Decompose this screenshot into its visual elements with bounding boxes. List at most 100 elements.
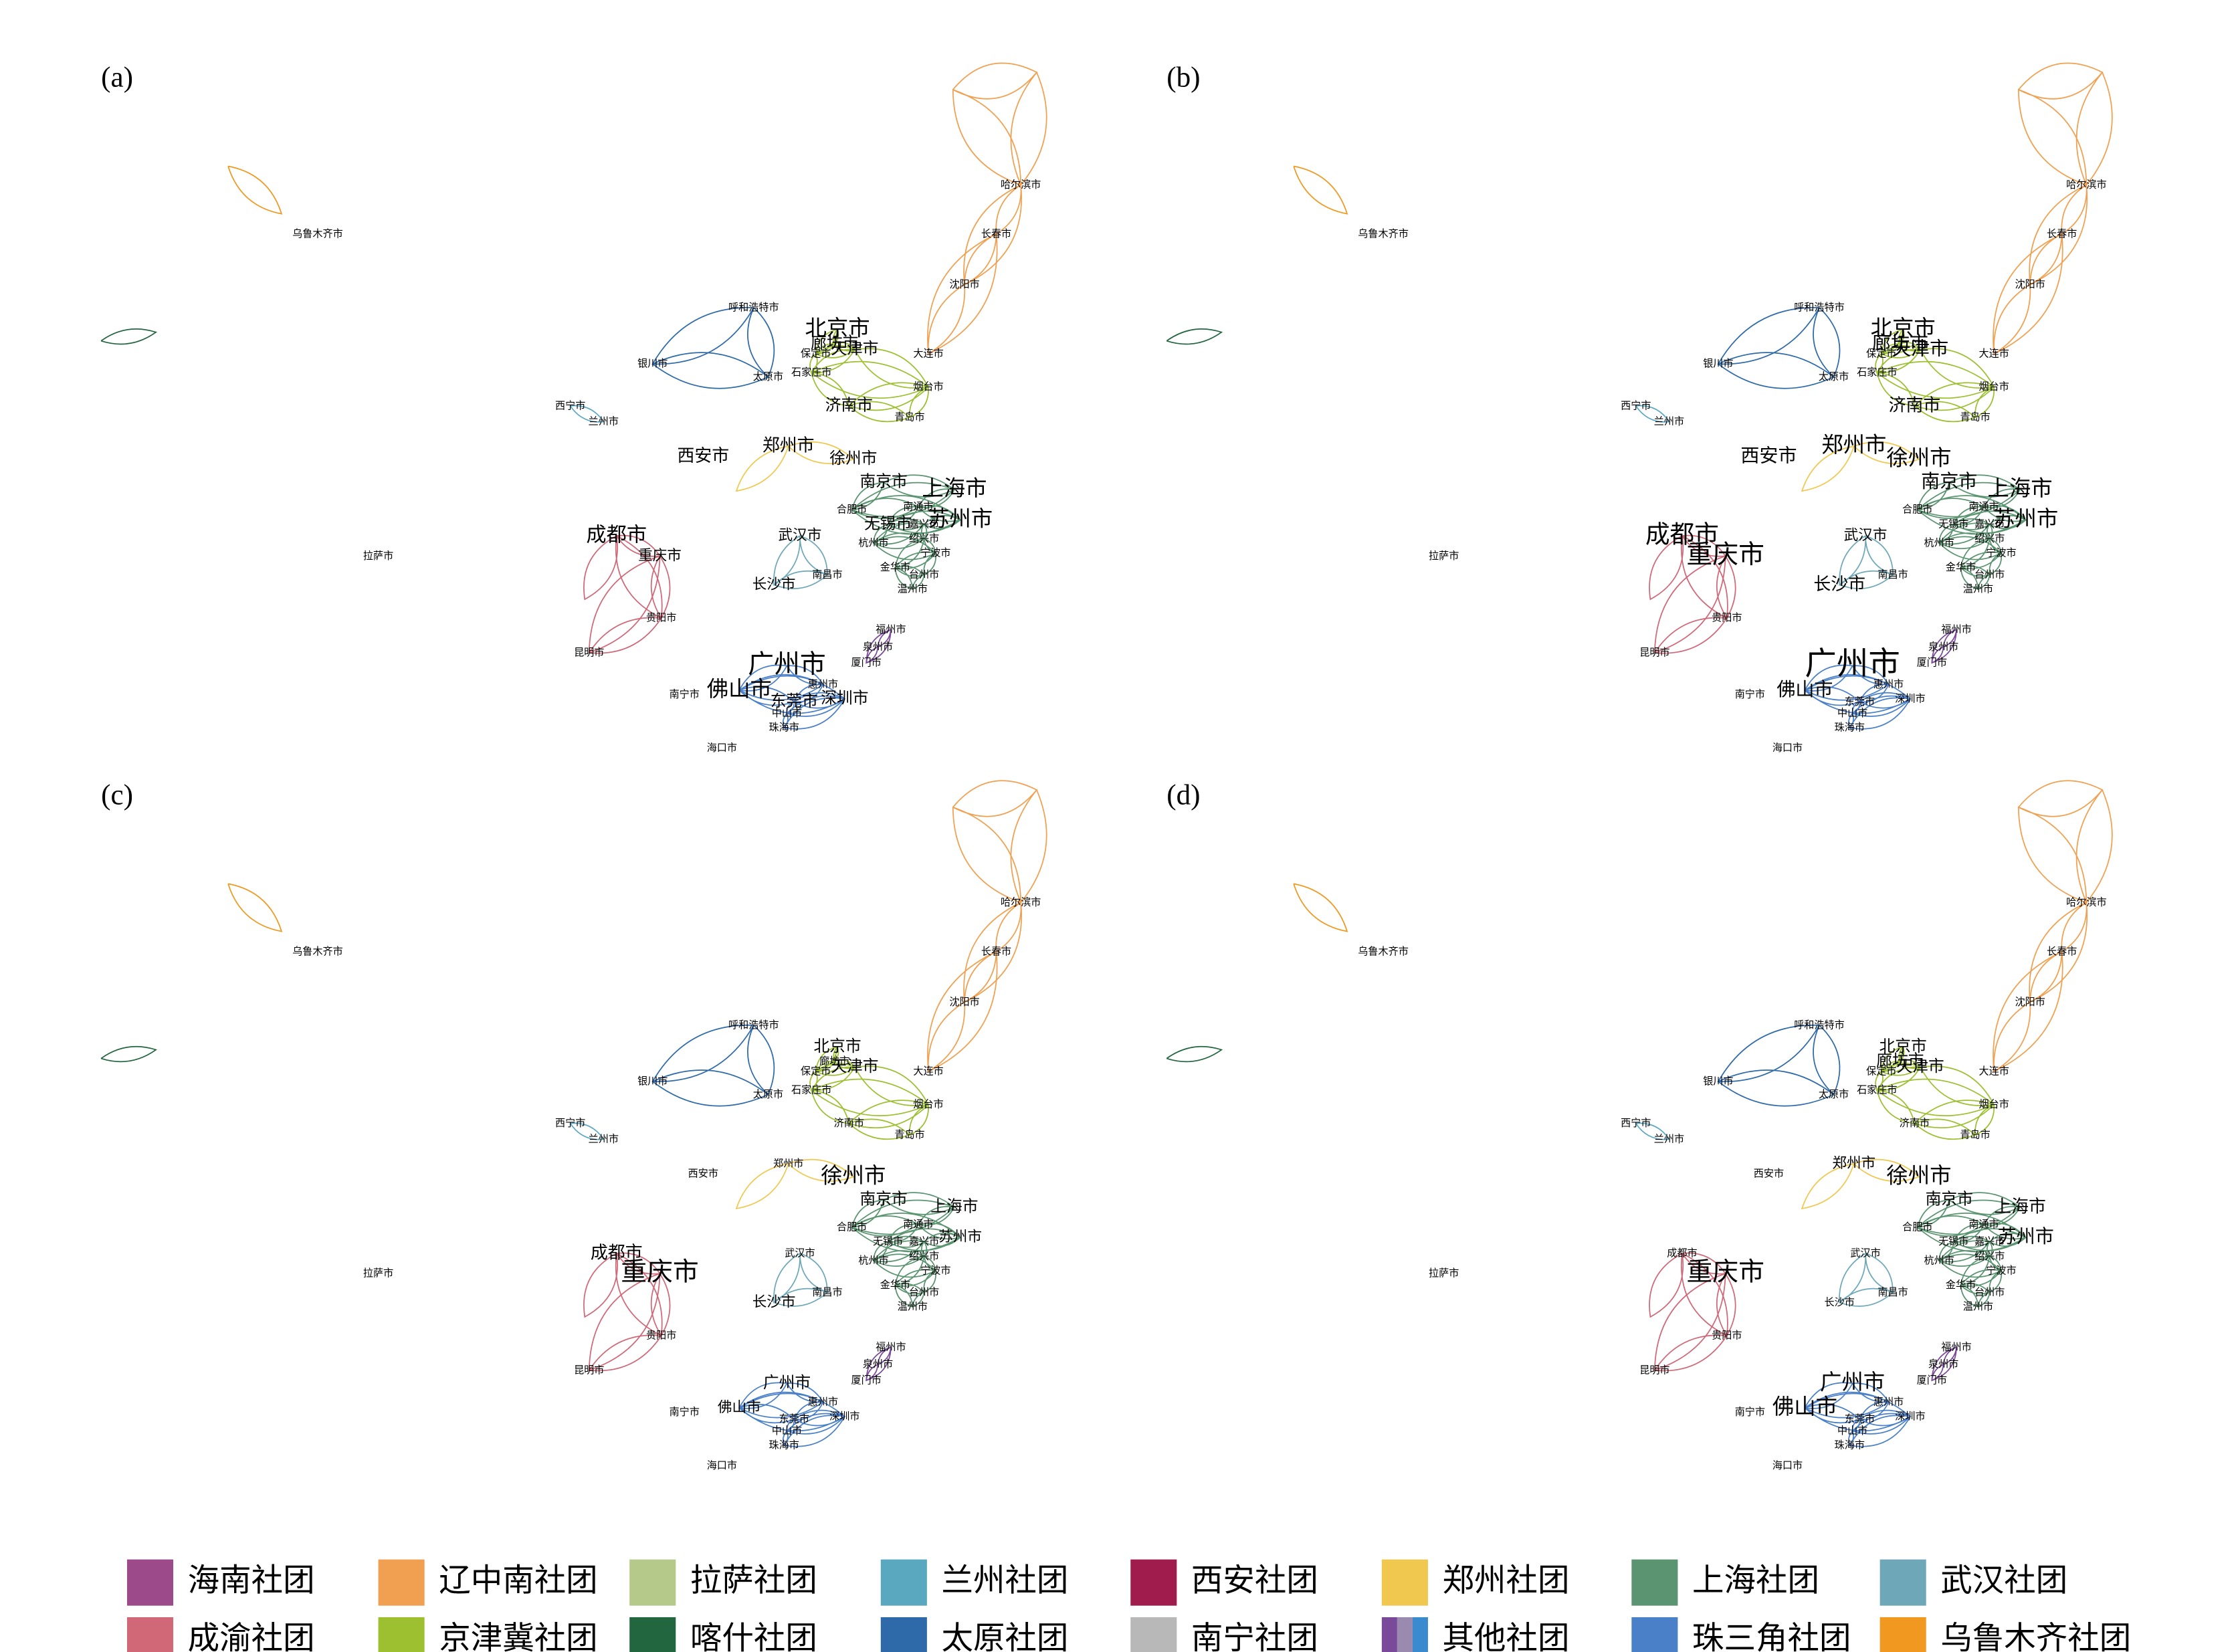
network-edge [1166, 1046, 1223, 1063]
legend-swatch [1412, 1617, 1428, 1652]
network-edge [1977, 574, 1991, 591]
city-label: 拉萨市 [363, 1267, 393, 1279]
legend-label: 上海社团 [1692, 1564, 1819, 1598]
city-label: 南宁市 [1735, 1406, 1765, 1418]
city-label: 海口市 [1772, 1459, 1803, 1471]
network-edge [1839, 570, 1894, 589]
city-label: 嘉兴市 [1974, 518, 2005, 530]
network-edge [912, 1292, 925, 1308]
legend-label: 喀什社团 [690, 1622, 817, 1652]
network-edge [1717, 307, 1820, 365]
city-label: 南通市 [903, 1218, 933, 1230]
network-edge [1653, 617, 1728, 654]
city-label: 中山市 [772, 707, 802, 719]
city-label: 福州市 [876, 623, 906, 635]
network-edge [652, 1069, 770, 1107]
network-edge [100, 1046, 158, 1063]
network-edge [2018, 62, 2104, 100]
city-label: 石家庄市 [791, 367, 831, 379]
network-edge [1801, 445, 1855, 492]
network-edge [1635, 1122, 1670, 1140]
city-label: 合肥市 [1902, 504, 1932, 516]
city-label: 合肥市 [837, 1221, 867, 1233]
city-label: 大连市 [913, 348, 943, 360]
city-label: 贵阳市 [1712, 612, 1742, 624]
city-label: 南宁市 [670, 1406, 700, 1418]
city-label: 重庆市 [638, 547, 682, 564]
network-edge [866, 646, 879, 664]
legend-swatch [1879, 1617, 1926, 1652]
network-edge [964, 951, 997, 1003]
network-edge [1649, 535, 1684, 601]
city-label: 青岛市 [894, 411, 924, 423]
legend-label: 南宁社团 [1191, 1622, 1318, 1652]
network-edge [651, 1025, 754, 1082]
city-label: 青岛市 [894, 1128, 924, 1140]
city-label: 泉州市 [863, 641, 893, 653]
city-label: 太原市 [753, 1088, 783, 1100]
network-edge [2029, 951, 2063, 1003]
city-label: 泉州市 [863, 1358, 893, 1370]
network-edge [1653, 1273, 1726, 1372]
city-label: 郑州市 [762, 436, 815, 456]
network-edge [1977, 1292, 1991, 1308]
network-edge [651, 307, 754, 365]
network-edge [652, 352, 770, 389]
city-label: 西宁市 [1621, 1117, 1651, 1129]
city-label: 昆明市 [574, 646, 604, 658]
city-label: 郑州市 [1821, 432, 1886, 457]
network-edge [785, 1413, 845, 1435]
network-edge [866, 1364, 879, 1382]
city-label: 石家庄市 [1857, 367, 1897, 379]
city-label: 珠海市 [1835, 1439, 1865, 1451]
city-label: 西宁市 [555, 399, 585, 411]
city-label: 贵阳市 [1712, 1330, 1742, 1342]
city-label: 深圳市 [821, 689, 868, 708]
city-label: 上海市 [1987, 476, 2052, 501]
city-label: 金华市 [1946, 1279, 1976, 1291]
network-edge [1931, 1364, 1944, 1382]
network-edge [569, 405, 605, 423]
city-label: 珠海市 [1835, 722, 1865, 734]
city-label: 无锡市 [864, 514, 912, 532]
city-label: 天津市 [831, 339, 878, 358]
network-edge [227, 165, 283, 215]
city-label: 苏州市 [938, 1229, 982, 1245]
city-label: 廊坊市 [811, 333, 858, 352]
city-label: 上海市 [922, 476, 987, 501]
city-label: 南昌市 [1877, 1286, 1908, 1298]
network-edge [583, 535, 618, 601]
city-label: 南通市 [1968, 1218, 1999, 1230]
city-label: 嘉兴市 [909, 518, 939, 530]
city-label: 拉萨市 [1429, 1267, 1459, 1279]
city-label: 济南市 [834, 1117, 864, 1129]
network-edge [952, 780, 1038, 817]
city-label: 哈尔滨市 [2066, 896, 2106, 908]
network-edge [1718, 1069, 1835, 1107]
city-label: 银川市 [637, 1075, 668, 1088]
city-label: 福州市 [1941, 1341, 1971, 1353]
city-label: 台州市 [909, 569, 939, 581]
city-label: 郑州市 [1832, 1155, 1875, 1172]
city-label: 厦门市 [851, 1374, 882, 1386]
city-label: 广州市 [1820, 1369, 1885, 1395]
city-label: 银川市 [1703, 1075, 1733, 1088]
city-label: 重庆市 [1686, 540, 1764, 570]
city-label: 成都市 [1645, 520, 1719, 549]
city-label: 宁波市 [920, 1264, 950, 1276]
network-edge [1993, 284, 2031, 355]
city-label: 嘉兴市 [1974, 1235, 2005, 1247]
city-label: 烟台市 [1979, 1098, 2009, 1110]
city-label: 兰州市 [1654, 415, 1684, 427]
city-label: 南通市 [1968, 500, 1999, 512]
network-edge [964, 233, 997, 286]
city-label: 无锡市 [1938, 1235, 1968, 1247]
network-edge [848, 401, 911, 423]
network-edge [927, 951, 998, 1073]
network-edge [1010, 789, 1047, 903]
city-label: 西安市 [1754, 1168, 1784, 1180]
legend-label: 拉萨社团 [690, 1564, 817, 1598]
